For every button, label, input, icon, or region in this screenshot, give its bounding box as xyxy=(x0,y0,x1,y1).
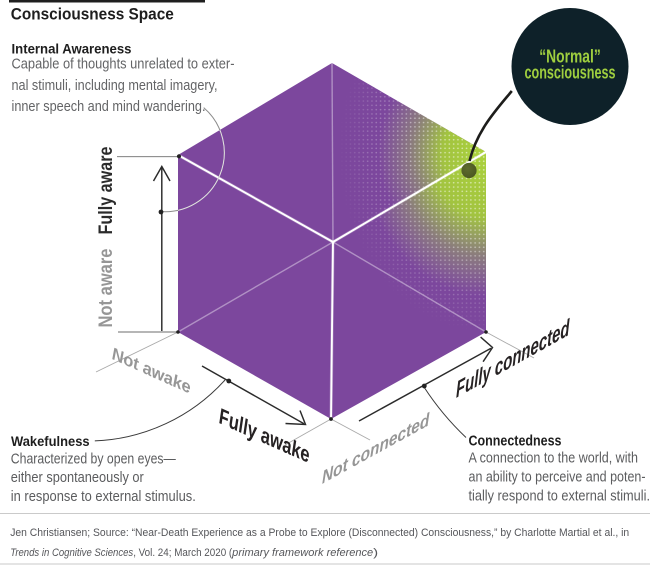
svg-text:Not aware: Not aware xyxy=(96,249,117,328)
svg-text:in response to external stimul: in response to external stimulus. xyxy=(11,488,196,505)
svg-text:Connectedness: Connectedness xyxy=(469,434,562,450)
svg-text:Fully awake: Fully awake xyxy=(219,402,310,468)
svg-text:Trends in Cognitive Sciences: Trends in Cognitive Sciences xyxy=(10,547,133,559)
svg-text:“Normal”: “Normal” xyxy=(539,47,601,67)
svg-text:Capable of thoughts unrelated: Capable of thoughts unrelated to exter- xyxy=(12,56,235,73)
svg-text:Characterized by open eyes—: Characterized by open eyes— xyxy=(11,451,176,468)
svg-text:Consciousness Space: Consciousness Space xyxy=(11,6,174,24)
svg-text:primary framework reference: primary framework reference xyxy=(231,547,373,559)
svg-text:Wakefulness: Wakefulness xyxy=(11,433,90,449)
svg-text:, Vol. 24; March 2020 (: , Vol. 24; March 2020 ( xyxy=(133,547,232,559)
svg-text:A connection to the world, wit: A connection to the world, with xyxy=(469,449,639,466)
svg-text:an ability to perceive and pot: an ability to perceive and poten- xyxy=(469,468,646,485)
svg-text:inner speech and mind wanderin: inner speech and mind wandering. xyxy=(12,98,206,115)
svg-text:Internal Awareness: Internal Awareness xyxy=(12,41,132,57)
svg-text:Jen Christiansen; Source: “Nea: Jen Christiansen; Source: “Near-Death Ex… xyxy=(10,527,629,539)
svg-text:Not connected: Not connected xyxy=(322,408,430,488)
svg-text:): ) xyxy=(373,547,378,559)
svg-text:Fully aware: Fully aware xyxy=(96,147,117,235)
svg-text:Not awake: Not awake xyxy=(112,343,191,398)
svg-text:nal stimuli, including mental: nal stimuli, including mental imagery, xyxy=(12,77,218,94)
svg-text:consciousness: consciousness xyxy=(525,63,616,83)
svg-text:either spontaneously or: either spontaneously or xyxy=(11,469,144,486)
svg-text:tially respond to external sti: tially respond to external stimuli. xyxy=(469,487,650,504)
